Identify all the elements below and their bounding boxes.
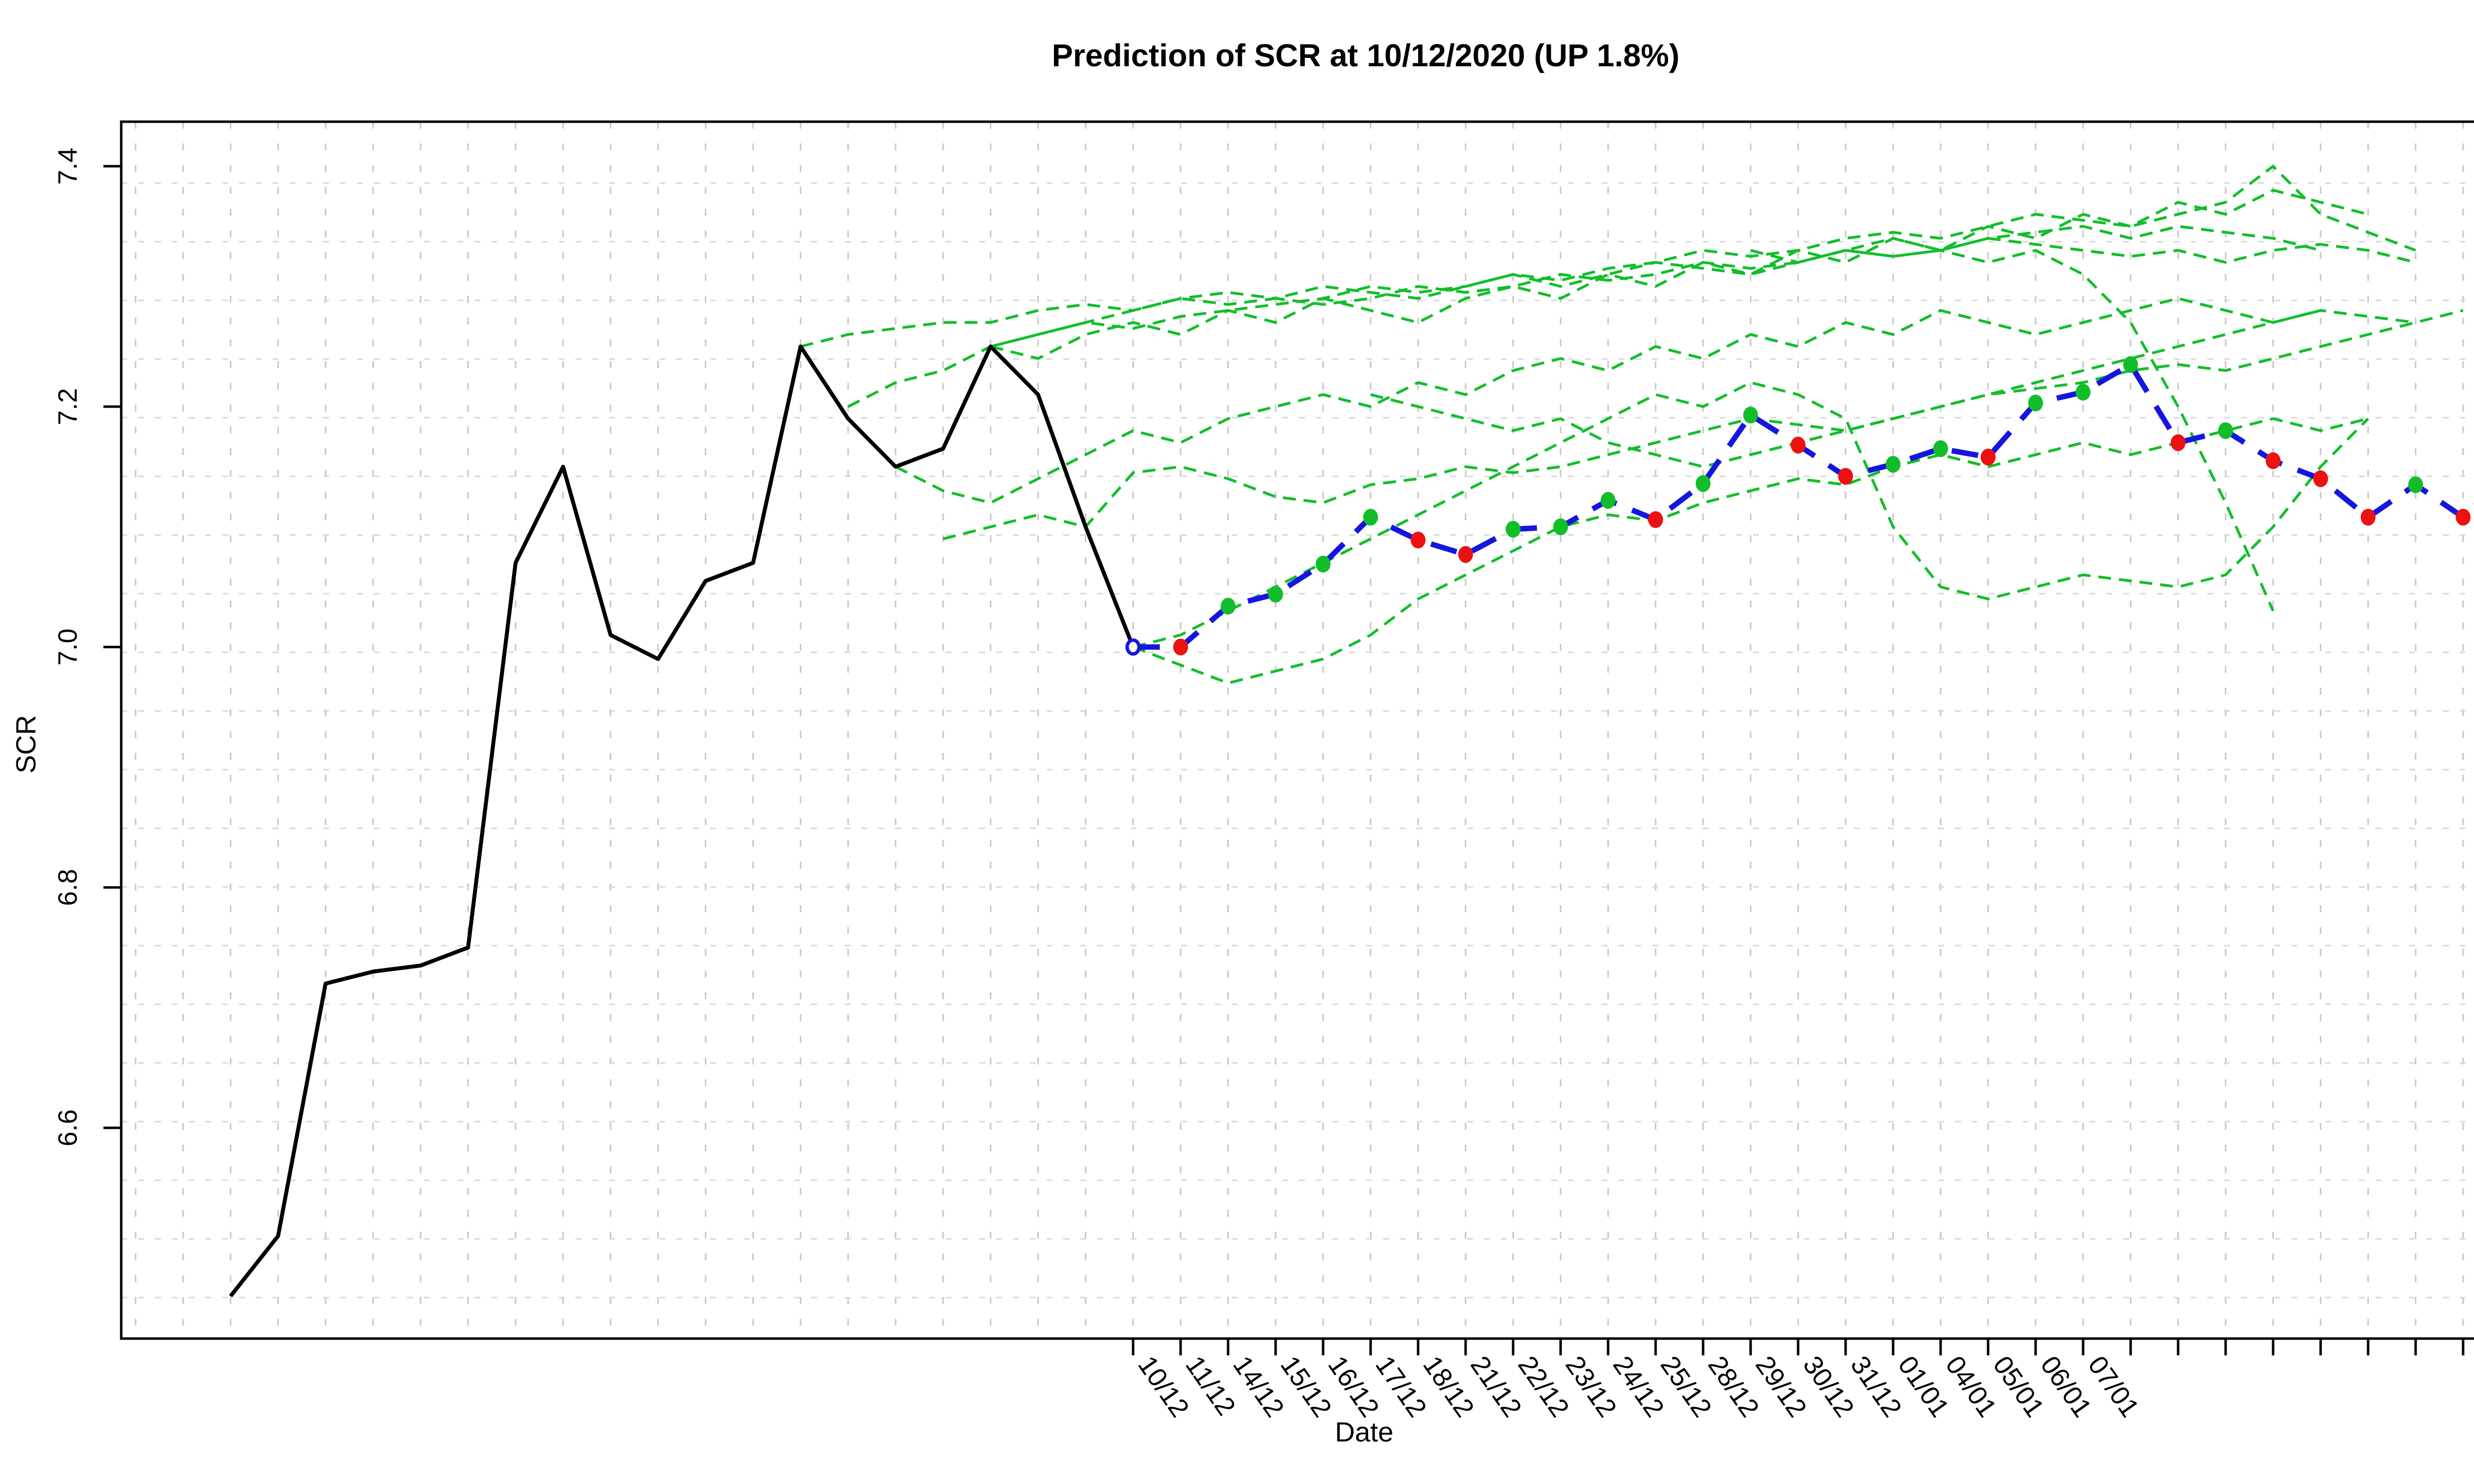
x-tick-label: 25/12 bbox=[1655, 1350, 1717, 1422]
prediction-marker-down bbox=[1838, 467, 1853, 485]
prediction-marker-up bbox=[2028, 394, 2043, 412]
scenario-line bbox=[895, 297, 2321, 505]
chart-title: Prediction of SCR at 10/12/2020 (UP 1.8%… bbox=[1051, 38, 1680, 73]
scenario-line bbox=[1133, 381, 2369, 649]
prediction-marker-down bbox=[1458, 546, 1473, 563]
x-tick-label: 15/12 bbox=[1275, 1350, 1337, 1422]
prediction-marker-down bbox=[2361, 509, 2376, 526]
y-tick-label: 7.4 bbox=[53, 147, 83, 185]
scenario-line bbox=[847, 225, 2321, 408]
prediction-marker-up bbox=[1553, 518, 1568, 535]
y-tick-label: 6.8 bbox=[53, 869, 83, 906]
x-tick-label: 18/12 bbox=[1417, 1350, 1480, 1422]
x-tick-label: 06/01 bbox=[2035, 1350, 2097, 1422]
x-tick-label: 05/01 bbox=[1987, 1350, 2050, 1422]
scenario-line bbox=[800, 237, 2416, 348]
y-tick-label: 6.6 bbox=[53, 1109, 83, 1146]
prediction-marker-down bbox=[1648, 511, 1663, 528]
history-line bbox=[229, 344, 1135, 1298]
scenario-line bbox=[1370, 309, 2416, 468]
y-tick-label: 7.0 bbox=[53, 628, 83, 665]
x-tick-label: 17/12 bbox=[1370, 1350, 1432, 1422]
y-tick-label: 7.2 bbox=[53, 388, 83, 425]
x-tick-label: 30/12 bbox=[1797, 1350, 1860, 1422]
prediction-marker-down bbox=[1981, 449, 1996, 466]
x-tick-label: 11/12 bbox=[1180, 1350, 1241, 1421]
prediction-marker-up bbox=[1506, 520, 1521, 538]
x-tick-label: 07/01 bbox=[2082, 1350, 2145, 1422]
prediction-marker-up bbox=[1601, 492, 1616, 509]
prediction-marker-down bbox=[2456, 509, 2471, 526]
x-tick-label: 10/12 bbox=[1132, 1350, 1195, 1422]
x-tick-label: 22/12 bbox=[1512, 1350, 1575, 1422]
prediction-marker-up bbox=[2123, 356, 2138, 373]
prediction-marker-up bbox=[1696, 475, 1711, 492]
x-tick-label: 31/12 bbox=[1845, 1350, 1907, 1422]
prediction-marker-up bbox=[1221, 598, 1236, 615]
prediction-marker-up bbox=[1886, 456, 1901, 473]
prediction-marker-up bbox=[2408, 476, 2423, 493]
scenario-line bbox=[990, 164, 2416, 348]
x-tick-label: 28/12 bbox=[1702, 1350, 1765, 1422]
scenario-line bbox=[1133, 417, 2369, 685]
prediction-marker-down bbox=[1173, 639, 1188, 655]
prediction-marker-down bbox=[2171, 434, 2186, 451]
x-tick-label: 16/12 bbox=[1322, 1350, 1385, 1422]
x-tick-label: 01/01 bbox=[1892, 1350, 1955, 1422]
x-tick-label: 29/12 bbox=[1750, 1350, 1812, 1422]
prediction-marker-down bbox=[1791, 436, 1806, 454]
x-tick-label: 23/12 bbox=[1560, 1350, 1622, 1422]
prediction-marker-up bbox=[1316, 556, 1331, 573]
prediction-marker-up bbox=[2218, 422, 2233, 439]
x-tick-label: 04/01 bbox=[1940, 1350, 2002, 1422]
x-axis-title: Date bbox=[1334, 1416, 1394, 1447]
prediction-marker-up bbox=[1363, 509, 1378, 526]
x-tick-label: 14/12 bbox=[1227, 1350, 1290, 1422]
scenario-line bbox=[990, 188, 2369, 360]
prediction-marker-up bbox=[2076, 383, 2091, 401]
prediction-marker-up bbox=[1933, 440, 1948, 458]
prediction-marker-down bbox=[1411, 531, 1426, 549]
plot-border bbox=[120, 120, 2474, 1340]
x-tick-label: 24/12 bbox=[1607, 1350, 1670, 1422]
prediction-marker-up bbox=[1743, 407, 1758, 424]
prediction-marker-down bbox=[2266, 452, 2281, 469]
scenario-line bbox=[1750, 236, 2275, 612]
prediction-marker-down bbox=[2313, 470, 2328, 487]
scenario-line bbox=[943, 309, 2464, 540]
prediction-start-marker bbox=[1125, 638, 1141, 656]
x-tick-label: 21/12 bbox=[1465, 1350, 1527, 1422]
y-axis-title: SCR bbox=[10, 715, 42, 774]
prediction-marker-up bbox=[1268, 586, 1283, 603]
